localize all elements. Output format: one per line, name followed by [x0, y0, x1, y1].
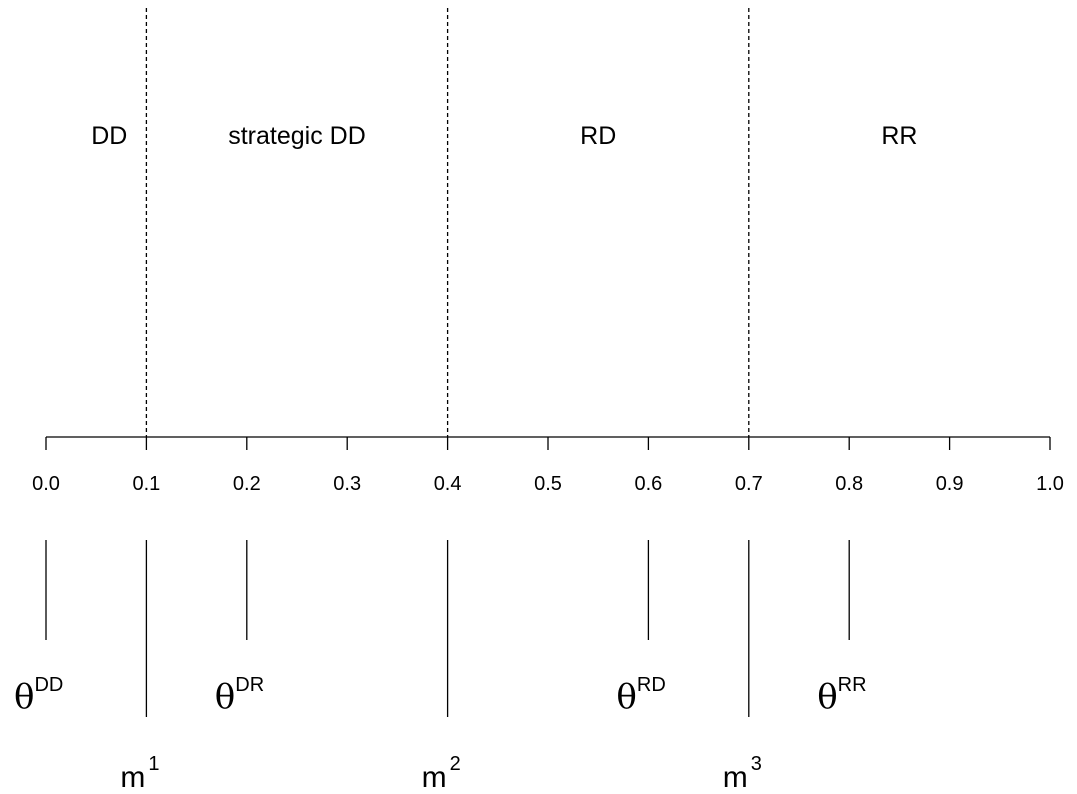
theta-symbol: θ: [14, 677, 34, 717]
tick-label: 0.4: [434, 473, 462, 495]
region-label: DD: [91, 122, 127, 150]
theta-label: θRD: [616, 674, 665, 717]
tick-label: 0.8: [835, 473, 863, 495]
tick-label: 0.0: [32, 473, 60, 495]
marker-superscript: 3: [751, 753, 762, 775]
theta-label: θRR: [817, 674, 866, 717]
marker-superscript: 2: [450, 753, 461, 775]
marker-base: m: [723, 761, 748, 794]
theta-superscript: RR: [838, 674, 867, 696]
theta-superscript: DR: [235, 674, 264, 696]
theta-symbol: θ: [616, 677, 636, 717]
marker-superscript: 1: [148, 753, 159, 775]
region-label: strategic DD: [228, 122, 366, 150]
theta-label: θDD: [14, 674, 63, 717]
theta-symbol: θ: [817, 677, 837, 717]
tick-label: 0.9: [936, 473, 964, 495]
tick-label: 0.5: [534, 473, 562, 495]
marker-base: m: [422, 761, 447, 794]
theta-symbol: θ: [215, 677, 235, 717]
theta-superscript: RD: [637, 674, 666, 696]
region-label: RD: [580, 122, 616, 150]
tick-label: 0.1: [132, 473, 160, 495]
tick-label: 0.6: [634, 473, 662, 495]
tick-label: 0.7: [735, 473, 763, 495]
region-label: RR: [881, 122, 917, 150]
tick-label: 1.0: [1036, 473, 1064, 495]
theta-superscript: DD: [34, 674, 63, 696]
marker-base: m: [120, 761, 145, 794]
tick-label: 0.2: [233, 473, 261, 495]
theta-label: θDR: [215, 674, 264, 717]
tick-label: 0.3: [333, 473, 361, 495]
